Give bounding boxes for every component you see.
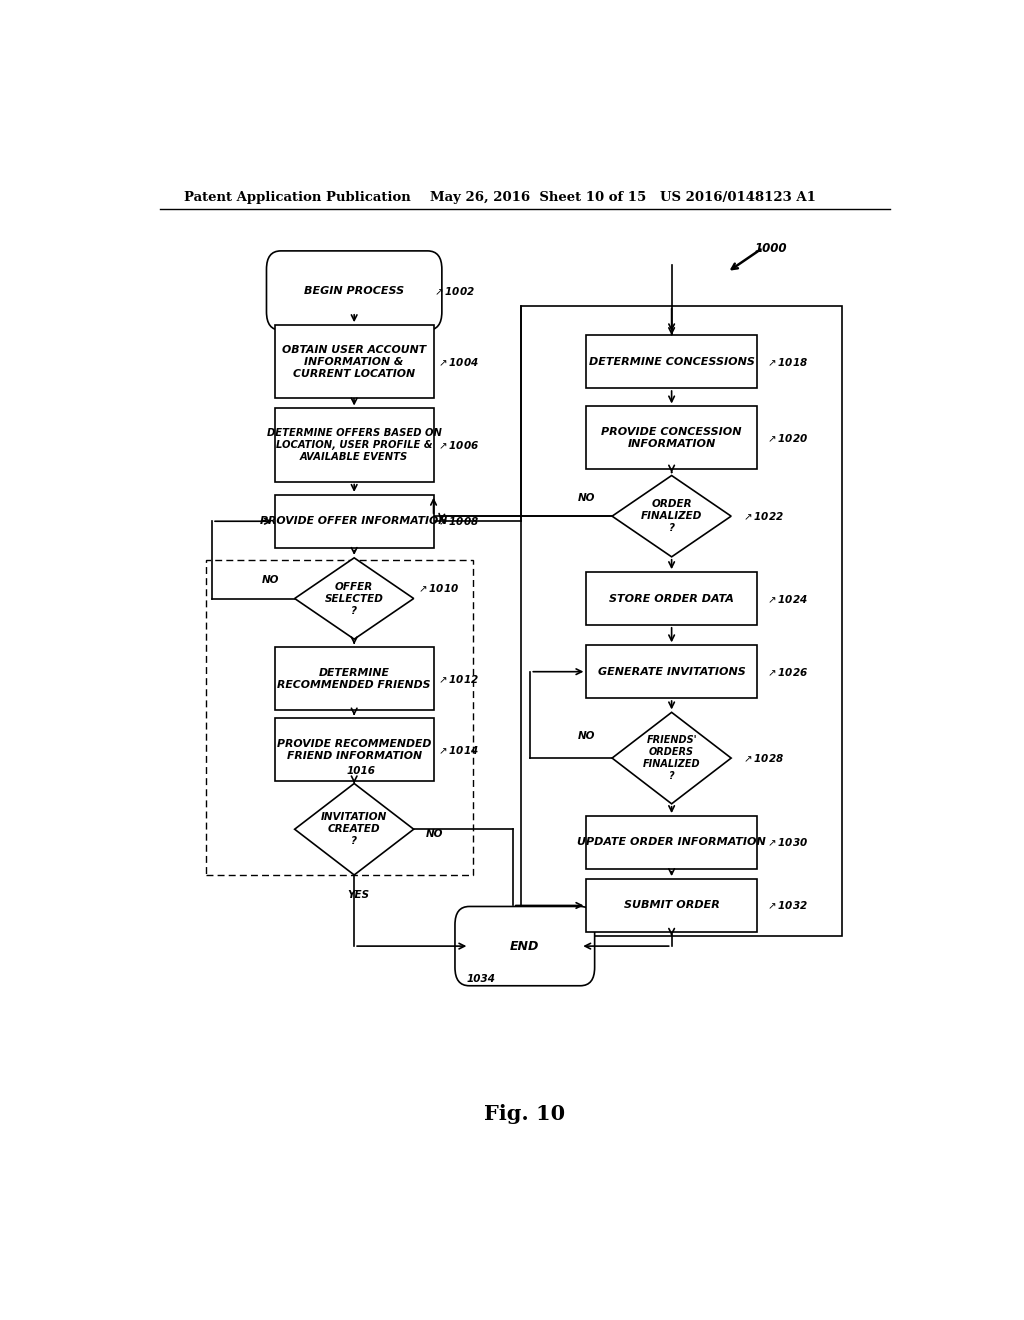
Text: $\nearrow$1004: $\nearrow$1004 [436, 355, 479, 368]
Text: BEGIN PROCESS: BEGIN PROCESS [304, 285, 404, 296]
Polygon shape [295, 558, 414, 639]
Text: NO: NO [262, 576, 280, 585]
Text: Patent Application Publication: Patent Application Publication [183, 190, 411, 203]
Text: YES: YES [665, 820, 687, 829]
Text: $\nearrow$1026: $\nearrow$1026 [765, 665, 808, 677]
Polygon shape [612, 475, 731, 557]
Text: ORDER
FINALIZED
?: ORDER FINALIZED ? [641, 499, 702, 533]
Bar [587, 407, 757, 470]
Text: $\nearrow$1012: $\nearrow$1012 [436, 673, 479, 685]
Text: Fig. 10: Fig. 10 [484, 1104, 565, 1123]
Text: GENERATE INVITATIONS: GENERATE INVITATIONS [598, 667, 745, 677]
Text: OFFER
SELECTED
?: OFFER SELECTED ? [325, 582, 384, 615]
Text: DETERMINE CONCESSIONS: DETERMINE CONCESSIONS [589, 356, 755, 367]
Bar [274, 325, 433, 399]
Text: 1000: 1000 [755, 242, 787, 255]
Text: $\nearrow$1014: $\nearrow$1014 [436, 744, 479, 756]
Text: US 2016/0148123 A1: US 2016/0148123 A1 [659, 190, 815, 203]
Text: YES: YES [665, 572, 687, 582]
Text: 1016: 1016 [346, 767, 375, 776]
Text: INVITATION
CREATED
?: INVITATION CREATED ? [322, 812, 387, 846]
Text: SUBMIT ORDER: SUBMIT ORDER [624, 900, 720, 911]
Text: DETERMINE OFFERS BASED ON
LOCATION, USER PROFILE &
AVAILABLE EVENTS: DETERMINE OFFERS BASED ON LOCATION, USER… [266, 428, 441, 462]
Bar [274, 408, 433, 482]
Text: $\nearrow$1022: $\nearrow$1022 [740, 510, 783, 523]
Text: STORE ORDER DATA: STORE ORDER DATA [609, 594, 734, 603]
Text: $\nearrow$1008: $\nearrow$1008 [436, 515, 479, 527]
Text: May 26, 2016  Sheet 10 of 15: May 26, 2016 Sheet 10 of 15 [430, 190, 646, 203]
Text: DETERMINE
RECOMMENDED FRIENDS: DETERMINE RECOMMENDED FRIENDS [278, 668, 431, 690]
FancyBboxPatch shape [455, 907, 595, 986]
Text: NO: NO [578, 492, 595, 503]
Bar [274, 647, 433, 710]
Text: $\nearrow$1030: $\nearrow$1030 [765, 837, 808, 849]
Text: PROVIDE CONCESSION
INFORMATION: PROVIDE CONCESSION INFORMATION [601, 426, 741, 449]
Text: $\nearrow$1002: $\nearrow$1002 [432, 285, 475, 297]
Text: 1034: 1034 [467, 974, 496, 983]
Text: UPDATE ORDER INFORMATION: UPDATE ORDER INFORMATION [578, 837, 766, 847]
Text: PROVIDE RECOMMENDED
FRIEND INFORMATION: PROVIDE RECOMMENDED FRIEND INFORMATION [276, 739, 431, 760]
Bar [521, 306, 842, 936]
FancyBboxPatch shape [266, 251, 442, 330]
Text: YES: YES [347, 655, 370, 664]
Polygon shape [295, 784, 414, 875]
Text: OBTAIN USER ACCOUNT
INFORMATION &
CURRENT LOCATION: OBTAIN USER ACCOUNT INFORMATION & CURREN… [283, 345, 426, 379]
Bar [206, 560, 473, 875]
Text: $\nearrow$1018: $\nearrow$1018 [765, 355, 808, 368]
Text: $\nearrow$1010: $\nearrow$1010 [416, 582, 460, 594]
Polygon shape [612, 713, 731, 804]
Bar [587, 816, 757, 869]
Text: NO: NO [426, 829, 443, 840]
Text: $\nearrow$1020: $\nearrow$1020 [765, 432, 808, 444]
Text: YES: YES [347, 890, 370, 900]
Bar [587, 572, 757, 624]
Text: $\nearrow$1028: $\nearrow$1028 [740, 752, 784, 764]
Text: FRIENDS'
ORDERS
FINALIZED
?: FRIENDS' ORDERS FINALIZED ? [643, 735, 700, 781]
Text: $\nearrow$1024: $\nearrow$1024 [765, 593, 808, 605]
Bar [274, 718, 433, 781]
Text: NO: NO [578, 731, 595, 741]
Text: $\nearrow$1006: $\nearrow$1006 [436, 440, 479, 451]
Bar [587, 335, 757, 388]
Bar [587, 645, 757, 698]
Text: PROVIDE OFFER INFORMATION: PROVIDE OFFER INFORMATION [260, 516, 447, 527]
Text: END: END [510, 940, 540, 953]
Bar [274, 495, 433, 548]
Text: $\nearrow$1032: $\nearrow$1032 [765, 899, 808, 911]
Bar [587, 879, 757, 932]
